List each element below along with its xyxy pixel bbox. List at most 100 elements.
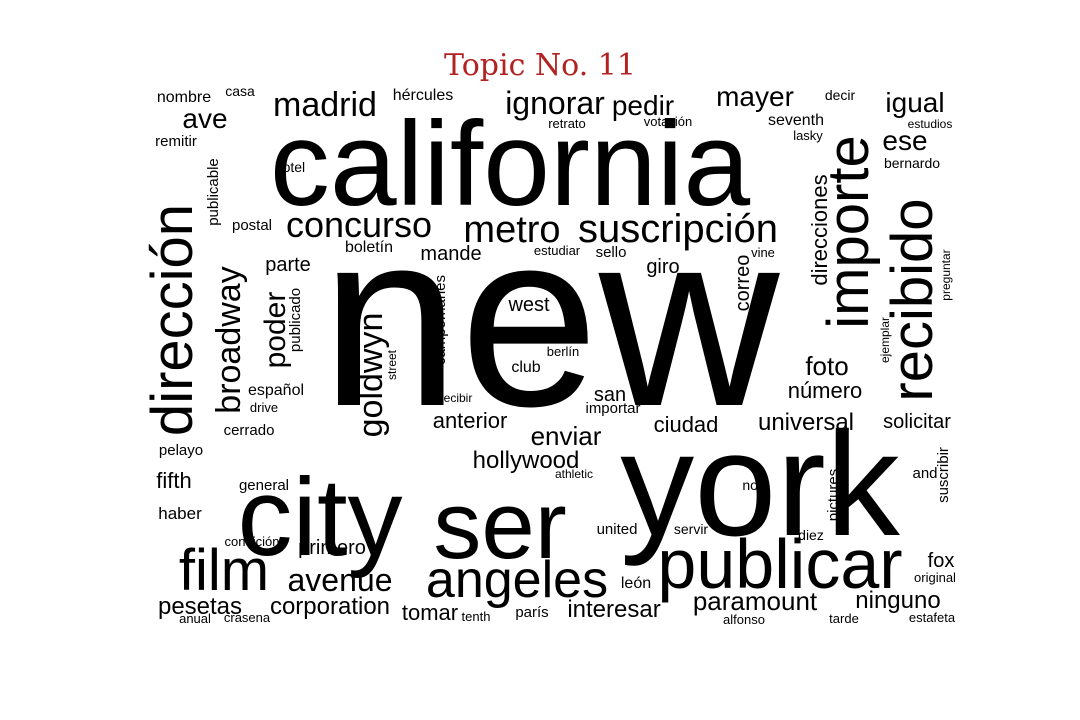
cloud-word-90: diez [798, 527, 824, 543]
cloud-word-71: ejemplar [878, 317, 892, 363]
cloud-word-23: poder [259, 292, 292, 369]
cloud-word-99: estafeta [909, 610, 956, 625]
cloud-word-72: club [511, 359, 540, 376]
cloud-word-62: postal [232, 217, 272, 234]
cloud-word-32: número [788, 378, 863, 403]
cloud-word-89: servir [674, 521, 709, 537]
cloud-word-35: anterior [433, 408, 508, 433]
cloud-word-51: casa [225, 83, 255, 99]
cloud-word-49: hércules [393, 87, 453, 104]
cloud-word-83: pictures [825, 469, 842, 522]
cloud-word-9: angeles [426, 551, 608, 609]
cloud-word-77: importar [585, 400, 640, 417]
cloud-word-57: lasky [793, 128, 823, 143]
cloud-word-55: votación [644, 114, 692, 129]
cloud-word-44: direcciones [807, 174, 832, 285]
cloud-word-92: león [621, 575, 651, 592]
cloud-word-48: san [594, 384, 626, 406]
cloud-word-64: estudiar [534, 243, 581, 258]
cloud-word-91: original [914, 570, 956, 585]
cloud-word-17: mayer [716, 81, 794, 112]
cloud-word-87: condición [225, 534, 280, 549]
cloud-word-60: publicable [205, 158, 222, 226]
cloud-word-79: pelayo [159, 442, 203, 459]
cloud-word-3: city [238, 456, 403, 579]
cloud-word-38: interesar [567, 596, 660, 623]
cloud-word-26: pesetas [158, 593, 242, 620]
cloud-word-61: hotel [275, 159, 305, 175]
cloud-word-85: suscribir [935, 447, 952, 503]
cloud-word-52: decir [825, 87, 856, 103]
cloud-word-69: campomanes [432, 275, 449, 365]
cloud-word-74: español [248, 382, 304, 399]
cloud-word-84: and [912, 465, 937, 482]
cloud-word-0: new [321, 179, 781, 458]
cloud-word-42: mande [420, 243, 481, 265]
cloud-word-59: remitir [155, 133, 197, 150]
cloud-word-98: tarde [829, 611, 859, 626]
cloud-word-13: concurso [286, 204, 432, 245]
cloud-word-10: film [179, 538, 269, 603]
cloud-word-68: publicado [287, 288, 304, 352]
cloud-word-40: west [507, 294, 550, 316]
cloud-word-53: seventh [768, 112, 824, 129]
cloud-word-2: california [270, 97, 750, 231]
cloud-word-80: general [239, 477, 289, 494]
cloud-word-41: giro [646, 256, 679, 278]
cloud-word-20: ave [182, 103, 227, 134]
cloud-word-8: recibido [880, 198, 945, 401]
cloud-word-75: drive [250, 400, 278, 415]
cloud-word-45: correo [732, 255, 754, 312]
cloud-word-94: tenth [462, 609, 491, 624]
cloud-word-6: dirección [140, 204, 205, 436]
cloud-word-97: alfonso [723, 612, 765, 627]
cloud-word-96: crasena [224, 610, 271, 625]
cloud-word-33: universal [758, 409, 854, 436]
cloud-word-86: haber [158, 504, 202, 523]
cloud-word-66: vine [751, 245, 775, 260]
cloud-word-81: athletic [555, 467, 593, 481]
cloud-word-1: york [620, 402, 901, 567]
cloud-word-63: boletín [345, 239, 393, 256]
cloud-word-67: preguntar [939, 249, 953, 300]
cloud-word-56: estudios [908, 117, 953, 131]
cloud-word-28: ninguno [855, 587, 940, 614]
figure-title: Topic No. 11 [444, 48, 636, 83]
cloud-word-78: cerrado [224, 422, 275, 439]
cloud-word-4: ser [433, 472, 566, 579]
cloud-word-29: hollywood [473, 447, 580, 474]
cloud-word-58: bernardo [884, 155, 940, 171]
cloud-word-82: nota [742, 477, 769, 493]
cloud-word-46: solicitar [883, 411, 951, 433]
cloud-word-76: recibir [440, 391, 473, 405]
cloud-word-22: goldwyn [352, 313, 390, 438]
cloud-word-27: paramount [693, 586, 818, 616]
cloud-word-50: nombre [157, 89, 211, 106]
cloud-word-37: primero [298, 537, 366, 559]
cloud-word-43: parte [265, 254, 311, 276]
cloud-word-7: importe [816, 135, 881, 328]
cloud-word-24: avenue [288, 562, 393, 598]
cloud-word-18: igual [885, 87, 944, 118]
cloud-word-36: fifth [156, 468, 191, 493]
cloud-word-47: fox [928, 550, 955, 572]
cloud-word-30: enviar [531, 421, 602, 451]
cloud-word-73: berlín [547, 344, 580, 359]
cloud-word-95: anual [179, 611, 211, 626]
cloud-word-65: sello [596, 244, 627, 261]
cloud-word-15: ignorar [505, 85, 605, 121]
cloud-word-16: pedir [612, 90, 674, 121]
cloud-word-88: united [597, 521, 638, 538]
cloud-word-14: madrid [273, 86, 377, 124]
cloud-word-25: corporation [270, 593, 390, 620]
cloud-word-11: suscripción [578, 207, 778, 251]
cloud-word-19: ese [882, 125, 927, 156]
cloud-word-31: foto [805, 351, 848, 381]
cloud-word-39: tomar [402, 600, 458, 625]
cloud-word-12: metro [463, 209, 560, 251]
cloud-word-5: publicar [657, 525, 902, 603]
cloud-word-21: broadway [210, 266, 248, 413]
cloud-word-93: parís [515, 604, 548, 621]
